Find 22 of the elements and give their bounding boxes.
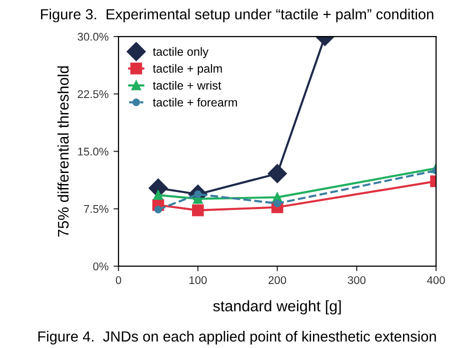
legend-label: tactile + palm: [152, 64, 222, 76]
x-tick-label: 400: [427, 276, 445, 284]
x-axis-title: standard weight [g]: [213, 300, 341, 314]
y-tick-label: 30.0%: [78, 32, 108, 41]
point: [154, 206, 162, 214]
x-tick-label: 0: [116, 276, 122, 284]
x-tick-label: 300: [348, 276, 366, 284]
caption: Figure 3. Experimental setup under “tactile + palm” condition: [41, 8, 434, 22]
point: [153, 190, 164, 200]
point: [268, 164, 287, 184]
y-tick-label: 22.5%: [78, 90, 108, 98]
y-axis-title: 75% differential threshold: [57, 66, 69, 237]
legend-label: tactile only: [152, 47, 208, 58]
legend-label: tactile + wrist: [152, 80, 222, 90]
y-tick-label: 15.0%: [78, 148, 108, 156]
y-tick-label: 0%: [93, 262, 108, 270]
x-tick-label: 200: [268, 276, 286, 284]
x-tick-label: 100: [189, 276, 207, 284]
point: [192, 204, 204, 216]
legend-label: tactile + forearm: [152, 98, 237, 107]
y-tick-label: 7.5%: [84, 205, 108, 213]
caption: Figure 4. JNDs on each applied point of kinesthetic extension: [38, 330, 436, 345]
